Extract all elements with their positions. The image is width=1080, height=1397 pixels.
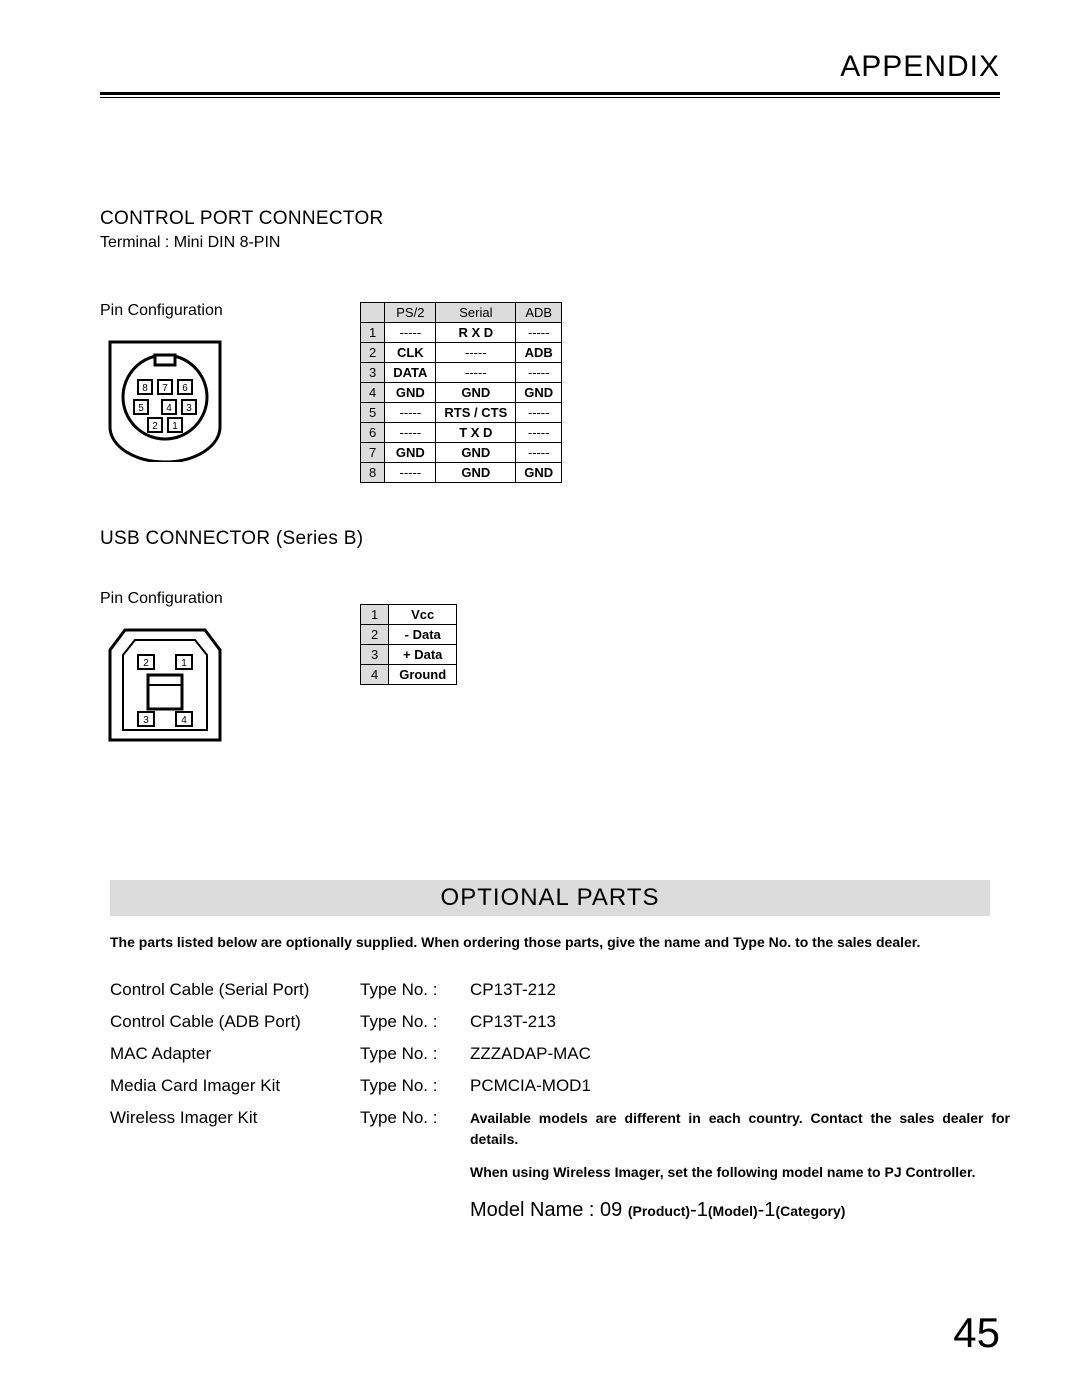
part-note: Available models are different in each c… <box>470 1108 1010 1150</box>
usb-title: USB CONNECTOR (Series B) <box>100 528 1000 550</box>
svg-text:2: 2 <box>143 658 149 669</box>
part-name: Media Card Imager Kit <box>110 1076 360 1096</box>
part-value: CP13T-213 <box>470 1012 1010 1032</box>
svg-text:4: 4 <box>166 403 172 414</box>
type-label: Type No. : <box>360 1012 470 1032</box>
svg-text:6: 6 <box>182 383 188 394</box>
type-label: Type No. : <box>360 1108 470 1128</box>
part-value: PCMCIA-MOD1 <box>470 1076 1010 1096</box>
usb-pin-config-label: Pin Configuration <box>100 590 230 608</box>
svg-text:7: 7 <box>162 383 168 394</box>
part-value: ZZZADAP-MAC <box>470 1044 1010 1064</box>
svg-text:1: 1 <box>172 421 178 432</box>
type-label: Type No. : <box>360 1044 470 1064</box>
din-pin-table: PS/2 Serial ADB 1-----R X D----- 2CLK---… <box>360 302 562 483</box>
svg-text:1: 1 <box>181 658 187 669</box>
type-label: Type No. : <box>360 980 470 1000</box>
optional-parts-heading: OPTIONAL PARTS <box>110 880 990 916</box>
page-header: APPENDIX <box>100 50 1000 95</box>
svg-text:8: 8 <box>142 383 148 394</box>
control-port-title: CONTROL PORT CONNECTOR <box>100 208 1000 230</box>
control-port-subtitle: Terminal : Mini DIN 8-PIN <box>100 234 1000 252</box>
part-name: Control Cable (ADB Port) <box>110 1012 360 1032</box>
model-name-line: Model Name : 09 (Product)-1(Model)-1(Cat… <box>470 1199 1010 1222</box>
type-label: Type No. : <box>360 1076 470 1096</box>
usb-connector-diagram: 2 1 3 4 <box>100 620 230 760</box>
page-number: 45 <box>953 1309 1000 1357</box>
svg-text:2: 2 <box>152 421 158 432</box>
part-name: Wireless Imager Kit <box>110 1108 360 1128</box>
svg-text:3: 3 <box>186 403 192 414</box>
part-value: CP13T-212 <box>470 980 1010 1000</box>
din-connector-diagram: 8 7 6 5 4 3 2 1 <box>100 332 230 462</box>
optional-parts-list: Control Cable (Serial Port) Type No. : C… <box>100 980 1000 1222</box>
din-pin-config-label: Pin Configuration <box>100 302 230 320</box>
usb-pin-table: 1Vcc 2- Data 3+ Data 4Ground <box>360 604 457 685</box>
part-note: When using Wireless Imager, set the foll… <box>470 1162 1010 1183</box>
svg-text:3: 3 <box>143 715 149 726</box>
svg-text:5: 5 <box>138 403 144 414</box>
part-name: MAC Adapter <box>110 1044 360 1064</box>
part-name: Control Cable (Serial Port) <box>110 980 360 1000</box>
header-underline <box>100 97 1000 98</box>
svg-text:4: 4 <box>181 715 187 726</box>
optional-parts-intro: The parts listed below are optionally su… <box>100 934 1000 950</box>
